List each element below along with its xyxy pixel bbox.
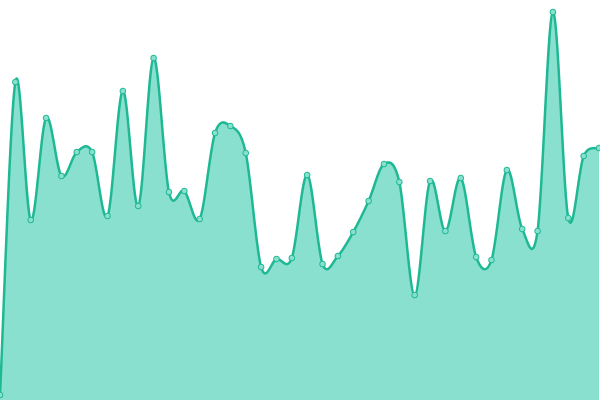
point (365, 197, 372, 205)
point (518, 225, 526, 233)
point (119, 87, 127, 95)
point (396, 178, 403, 186)
point (580, 152, 587, 160)
point (411, 291, 418, 299)
point (165, 188, 173, 196)
point (349, 228, 357, 236)
point (319, 260, 326, 268)
point (211, 129, 219, 137)
point (457, 174, 465, 182)
point (134, 202, 142, 210)
point (181, 187, 188, 195)
point (227, 122, 234, 130)
point (564, 214, 572, 222)
point (503, 166, 511, 174)
point (27, 216, 35, 224)
point (257, 263, 265, 271)
point (196, 215, 203, 223)
point (549, 8, 557, 16)
point (380, 160, 388, 168)
point (472, 253, 480, 261)
point (595, 144, 600, 152)
point (288, 254, 296, 262)
point (12, 78, 19, 86)
point (334, 252, 342, 260)
point (426, 177, 434, 185)
point (58, 172, 65, 180)
point (0, 391, 4, 399)
point (273, 255, 280, 263)
point (104, 212, 111, 220)
point (488, 256, 495, 264)
point (442, 227, 449, 235)
point (73, 148, 81, 156)
point (303, 171, 311, 179)
point (42, 114, 50, 122)
area (0, 11, 599, 400)
point (242, 149, 250, 157)
point (88, 148, 96, 156)
point (150, 54, 157, 62)
point (534, 227, 541, 235)
